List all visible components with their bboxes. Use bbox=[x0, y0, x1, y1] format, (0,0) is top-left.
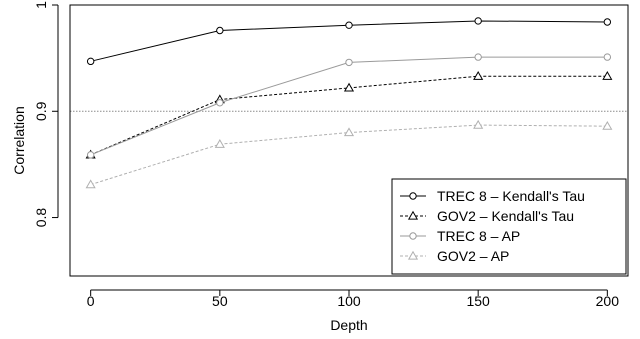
data-point bbox=[214, 139, 225, 148]
data-point bbox=[602, 70, 613, 80]
legend-swatch-marker bbox=[409, 192, 417, 200]
legend-swatch-marker bbox=[407, 250, 419, 260]
series-layer bbox=[85, 17, 613, 189]
y-axis-title: Correlation bbox=[11, 106, 27, 174]
y-axis: 0.8 0.9 1 bbox=[33, 1, 59, 228]
data-point bbox=[603, 18, 612, 26]
data-point bbox=[473, 70, 484, 80]
data-point bbox=[216, 26, 224, 35]
x-tick-label: 0 bbox=[87, 293, 95, 309]
y-tick-label: 0.8 bbox=[33, 208, 49, 228]
x-tick-label: 200 bbox=[596, 293, 620, 309]
data-point bbox=[86, 151, 95, 159]
legend-swatch-marker bbox=[409, 232, 417, 240]
plot-frame bbox=[69, 4, 629, 277]
data-point bbox=[343, 127, 355, 137]
series-2 bbox=[85, 70, 613, 159]
data-point bbox=[345, 21, 353, 29]
x-axis: 0 50 100 150 200 bbox=[87, 289, 620, 309]
y-tick-label: 0.9 bbox=[33, 101, 49, 121]
series-1 bbox=[86, 17, 612, 66]
data-point bbox=[603, 53, 612, 61]
x-tick-label: 50 bbox=[212, 293, 228, 309]
series-4 bbox=[85, 119, 613, 189]
data-point bbox=[602, 120, 613, 130]
x-tick-label: 150 bbox=[466, 293, 490, 309]
y-tick-label: 1 bbox=[33, 1, 49, 9]
data-point bbox=[345, 58, 353, 67]
series-3 bbox=[86, 53, 612, 159]
data-point bbox=[216, 99, 224, 107]
x-axis-title: Depth bbox=[330, 317, 367, 333]
series-line bbox=[90, 56, 608, 156]
data-point bbox=[474, 17, 482, 25]
data-point bbox=[86, 57, 95, 66]
legend: TREC 8 – Kendall's Tau GOV2 – Kendall's T… bbox=[391, 178, 627, 275]
legend-box bbox=[391, 178, 627, 275]
data-point bbox=[85, 179, 96, 189]
legend-swatch-marker bbox=[407, 210, 419, 220]
legend-label: GOV2 – AP bbox=[437, 248, 509, 264]
legend-label: TREC 8 – Kendall's Tau bbox=[437, 188, 585, 204]
legend-label: TREC 8 – AP bbox=[437, 228, 520, 244]
data-point bbox=[473, 119, 484, 129]
x-tick-label: 100 bbox=[337, 293, 361, 309]
legend-label: GOV2 – Kendall's Tau bbox=[437, 208, 574, 224]
data-point bbox=[343, 82, 355, 92]
data-point bbox=[474, 53, 482, 61]
